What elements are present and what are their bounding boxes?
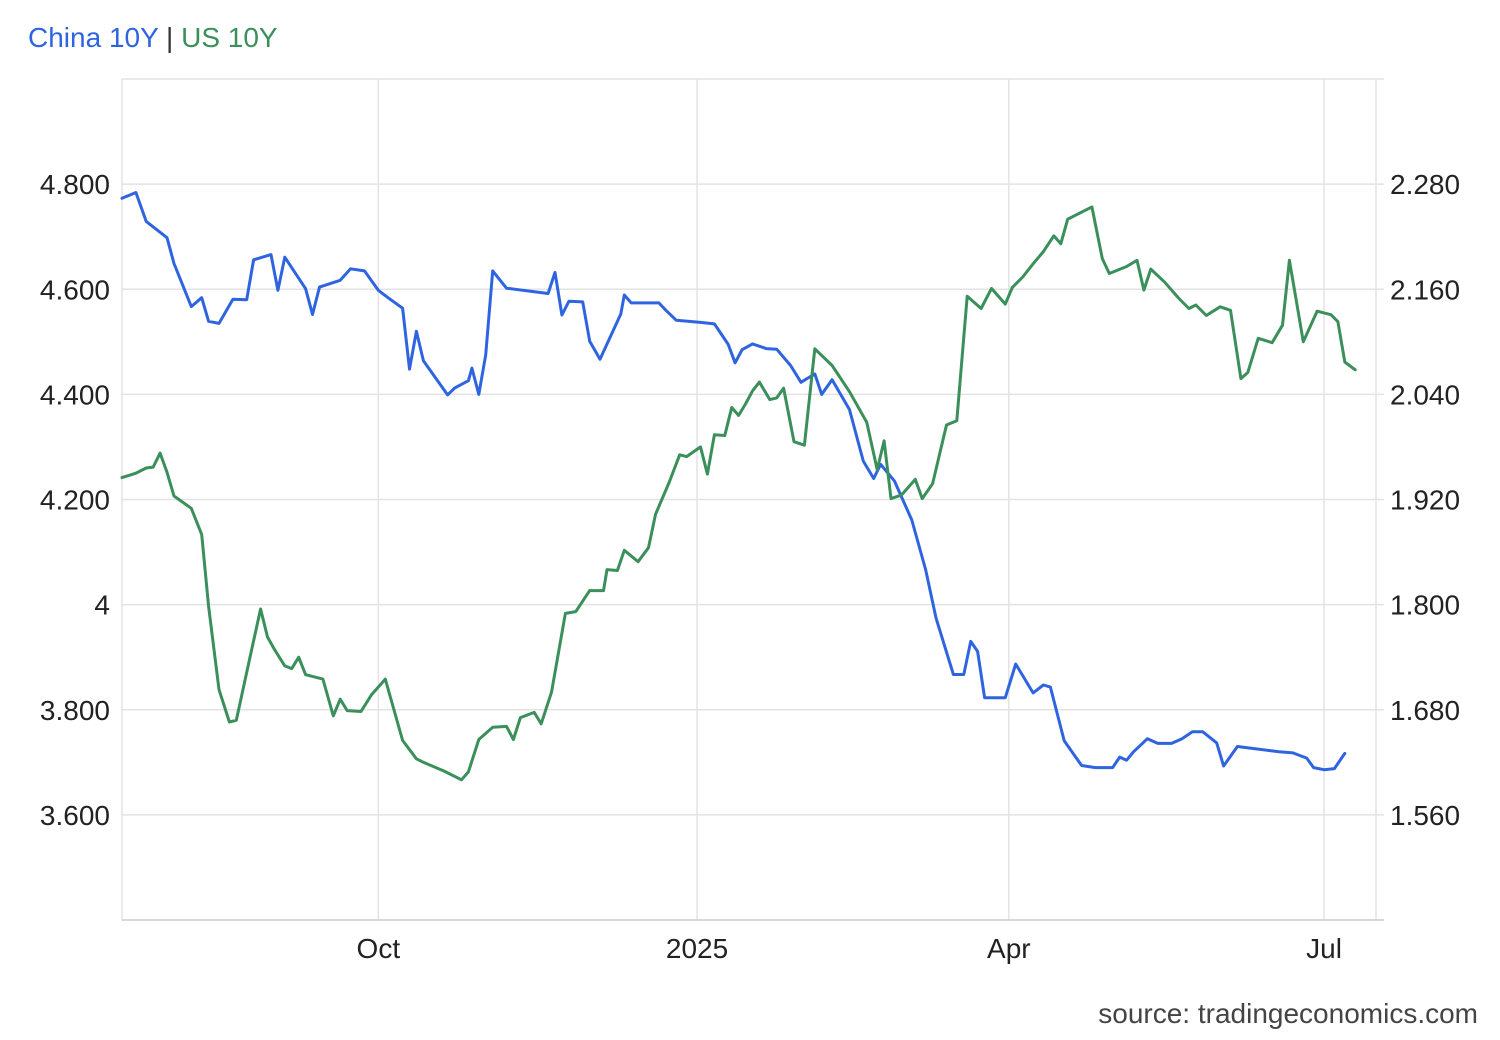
y-tick-label-left: 4.600 <box>40 274 110 305</box>
y-tick-label-right: 1.920 <box>1390 485 1460 516</box>
y-tick-label-right: 1.560 <box>1390 800 1460 831</box>
x-tick-label: Oct <box>357 933 401 964</box>
y-tick-label-left: 4.800 <box>40 169 110 200</box>
x-tick-label: Apr <box>987 933 1031 964</box>
legend-separator: | <box>166 22 174 53</box>
y-tick-label-right: 2.040 <box>1390 379 1460 410</box>
legend-us-10y[interactable]: US 10Y <box>181 22 278 53</box>
y-tick-label-right: 2.280 <box>1390 169 1460 200</box>
x-tick-label: Jul <box>1306 933 1342 964</box>
x-tick-label: 2025 <box>666 933 728 964</box>
y-tick-label-left: 3.800 <box>40 695 110 726</box>
y-tick-label-left: 4.400 <box>40 379 110 410</box>
series-line-china-10y <box>120 191 1347 772</box>
series-line-us-10y <box>120 205 1357 782</box>
legend-china-10y[interactable]: China 10Y <box>28 22 159 53</box>
y-tick-label-right: 1.680 <box>1390 695 1460 726</box>
source-attribution[interactable]: source: tradingeconomics.com <box>1098 998 1478 1029</box>
y-tick-label-left: 3.600 <box>40 800 110 831</box>
chart-legend-title: China 10Y | US 10Y <box>28 22 278 54</box>
y-tick-label-left: 4.200 <box>40 485 110 516</box>
y-tick-label-left: 4 <box>94 590 110 621</box>
y-tick-label-right: 1.800 <box>1390 590 1460 621</box>
y-tick-label-right: 2.160 <box>1390 274 1460 305</box>
